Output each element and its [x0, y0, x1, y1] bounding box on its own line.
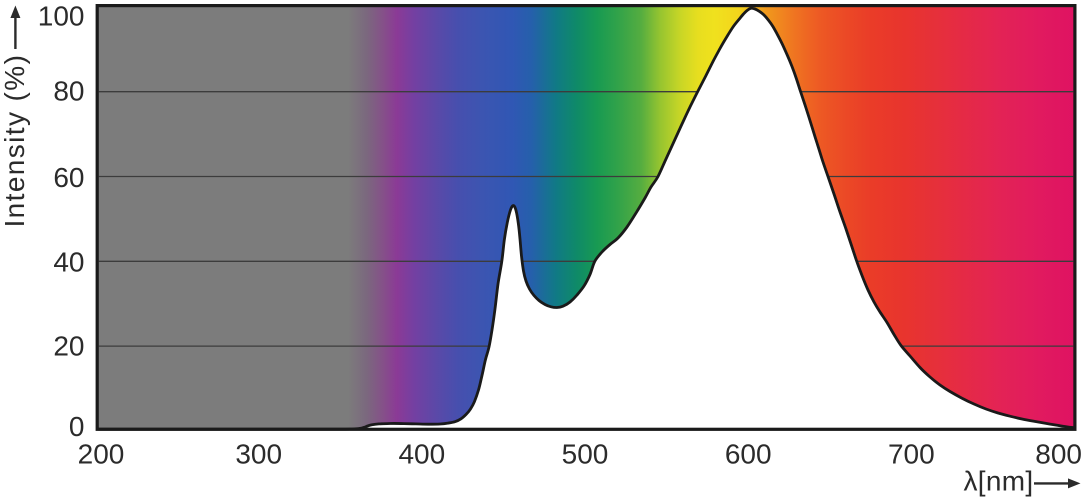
svg-text:700: 700	[888, 439, 935, 470]
svg-text:500: 500	[562, 439, 609, 470]
svg-text:200: 200	[78, 439, 125, 470]
svg-text:60: 60	[53, 162, 84, 193]
svg-text:600: 600	[725, 439, 772, 470]
svg-text:400: 400	[398, 439, 445, 470]
svg-text:40: 40	[53, 246, 84, 277]
svg-text:80: 80	[53, 76, 84, 107]
svg-text:λ[nm]: λ[nm]	[964, 466, 1034, 497]
svg-text:300: 300	[235, 439, 282, 470]
svg-text:Intensity (%): Intensity (%)	[0, 54, 30, 228]
svg-text:800: 800	[1035, 439, 1082, 470]
svg-text:20: 20	[53, 331, 84, 362]
svg-text:0: 0	[69, 411, 85, 442]
svg-text:100: 100	[38, 1, 85, 32]
